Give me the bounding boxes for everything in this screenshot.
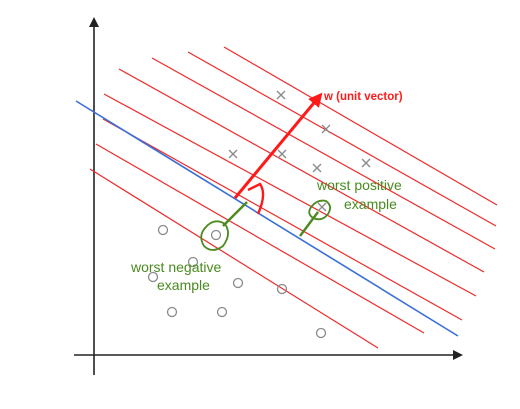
- axes: [74, 22, 458, 375]
- positive-point: [229, 150, 237, 158]
- positive-point: [318, 203, 326, 211]
- worst-positive-distance: [300, 212, 318, 236]
- negative-point: [234, 279, 243, 288]
- positive-point: [277, 91, 285, 99]
- worst-negative-label: worst negative: [130, 259, 221, 275]
- worst-negative-annotation: worst negative example: [130, 202, 247, 293]
- positive-examples: [229, 91, 370, 211]
- worst-negative-distance: [223, 202, 247, 226]
- worst-positive-label: worst positive: [316, 177, 402, 193]
- negative-point: [168, 308, 177, 317]
- negative-point: [218, 308, 227, 317]
- negative-point: [212, 231, 221, 240]
- negative-point: [159, 226, 168, 235]
- margin-line: [119, 69, 484, 272]
- margin-lines: [90, 47, 497, 348]
- worst-positive-label: example: [344, 196, 397, 212]
- positive-point: [313, 164, 321, 172]
- right-angle-marker: [248, 184, 263, 214]
- decision-boundary: [76, 101, 458, 336]
- negative-point: [317, 329, 326, 338]
- w-vector-label: w (unit vector): [323, 91, 403, 103]
- margin-line: [188, 52, 496, 226]
- w-arrow: [235, 98, 318, 198]
- worst-negative-label: example: [157, 277, 210, 293]
- positive-point: [278, 150, 286, 158]
- margin-line: [152, 58, 495, 249]
- margin-line: [96, 144, 424, 333]
- positive-point: [362, 159, 370, 167]
- worst-positive-annotation: worst positive example: [300, 177, 402, 236]
